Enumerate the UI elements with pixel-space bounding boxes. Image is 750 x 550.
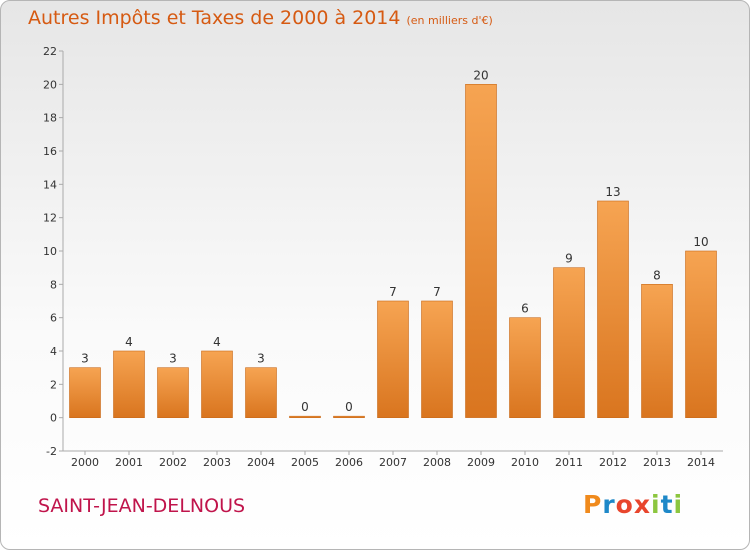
x-tick-label: 2014 <box>687 456 715 469</box>
y-tick-label: 2 <box>50 378 57 391</box>
x-tick-label: 2013 <box>643 456 671 469</box>
bar-2003 <box>201 350 233 418</box>
y-tick-label: 10 <box>43 245 57 258</box>
data-label: 0 <box>301 400 309 414</box>
bar-2011 <box>553 267 585 419</box>
data-label: 0 <box>345 400 353 414</box>
data-label: 10 <box>693 235 708 249</box>
data-label: 7 <box>389 285 397 299</box>
data-label: 13 <box>605 185 620 199</box>
bar-2002 <box>157 367 189 419</box>
logo-letter: i <box>673 490 684 519</box>
data-label: 7 <box>433 285 441 299</box>
data-label: 3 <box>257 352 265 366</box>
x-tick-label: 2011 <box>555 456 583 469</box>
y-tick-label: 4 <box>50 345 57 358</box>
data-label: 3 <box>81 352 89 366</box>
x-tick-label: 2007 <box>379 456 407 469</box>
bar-2009 <box>465 84 497 418</box>
logo-letter: i <box>651 490 661 519</box>
data-label: 9 <box>565 252 573 266</box>
chart-title-block: Autres Impôts et Taxes de 2000 à 2014 (en… <box>28 7 493 29</box>
data-label: 8 <box>653 268 661 282</box>
x-tick-label: 2009 <box>467 456 495 469</box>
x-tick-label: 2001 <box>115 456 143 469</box>
x-tick-label: 2005 <box>291 456 319 469</box>
chart-subtitle: (en milliers d'€) <box>406 14 493 27</box>
data-label: 4 <box>125 335 133 349</box>
logo-letter: o <box>615 490 634 519</box>
bar-2006 <box>333 415 365 419</box>
y-tick-label: 12 <box>43 212 57 225</box>
bar-2013 <box>641 283 673 418</box>
commune-name: SAINT-JEAN-DELNOUS <box>38 495 246 517</box>
y-tick-label: 22 <box>43 45 57 58</box>
x-tick-label: 2006 <box>335 456 363 469</box>
bar-2000 <box>69 367 101 419</box>
y-tick-label: 14 <box>43 178 57 191</box>
data-label: 20 <box>473 68 488 82</box>
y-tick-label: 20 <box>43 78 57 91</box>
data-label: 3 <box>169 352 177 366</box>
x-tick-label: 2000 <box>71 456 99 469</box>
x-tick-label: 2010 <box>511 456 539 469</box>
y-tick-label: 18 <box>43 112 57 125</box>
y-tick-label: 16 <box>43 145 57 158</box>
y-tick-label: 8 <box>50 278 57 291</box>
x-tick-label: 2003 <box>203 456 231 469</box>
bar-2004 <box>245 367 277 419</box>
x-tick-label: 2002 <box>159 456 187 469</box>
data-label: 6 <box>521 302 529 316</box>
logo-letter: x <box>633 490 651 519</box>
bar-2005 <box>289 415 321 419</box>
x-tick-label: 2008 <box>423 456 451 469</box>
x-tick-label: 2012 <box>599 456 627 469</box>
logo-letter: t <box>660 490 674 519</box>
x-tick-label: 2004 <box>247 456 275 469</box>
chart-title: Autres Impôts et Taxes de 2000 à 2014 <box>28 7 401 29</box>
y-tick-label: -2 <box>46 445 57 458</box>
bar-2007 <box>377 300 409 418</box>
logo-letter: r <box>602 490 616 519</box>
y-tick-label: 0 <box>50 412 57 425</box>
proxiti-logo[interactable]: Proxiti <box>583 490 683 519</box>
bar-2001 <box>113 350 145 418</box>
y-tick-label: 6 <box>50 312 57 325</box>
bar-2014 <box>685 250 717 418</box>
bar-2008 <box>421 300 453 418</box>
bar-2010 <box>509 317 541 419</box>
data-label: 4 <box>213 335 221 349</box>
bar-2012 <box>597 200 629 418</box>
logo-letter: P <box>583 490 603 519</box>
